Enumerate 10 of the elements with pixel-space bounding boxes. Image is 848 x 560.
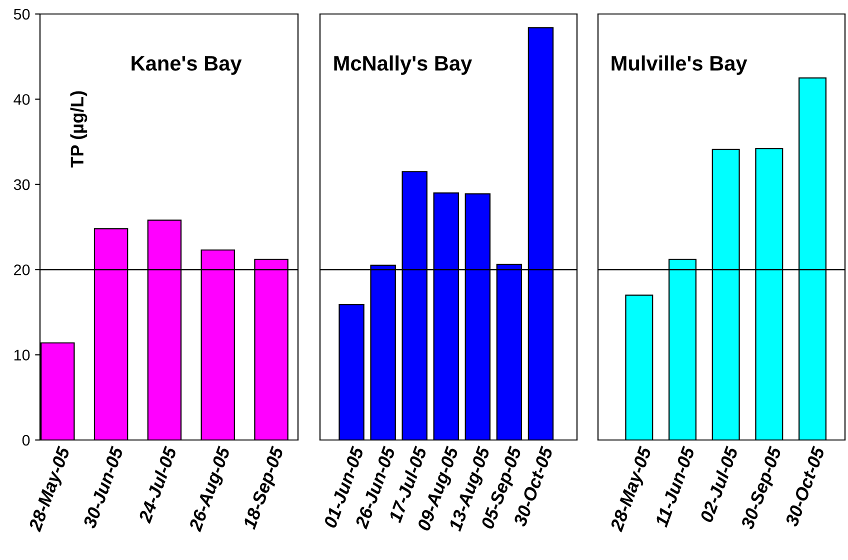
y-tick-label: 50 <box>14 8 30 20</box>
y-tick-label: 40 <box>14 94 30 105</box>
text: McNally's Bay <box>334 55 472 75</box>
y-axis-title: TP (µg/L) <box>70 91 88 168</box>
y-tick-label: 0 <box>22 434 30 446</box>
y-tick-label: 10 <box>14 350 30 360</box>
y-tick-label: 20 <box>14 264 30 276</box>
y-tick-label: 30 <box>14 179 30 190</box>
text: Kane's Bay <box>132 56 242 75</box>
text: Mulville's Bay <box>612 55 748 75</box>
